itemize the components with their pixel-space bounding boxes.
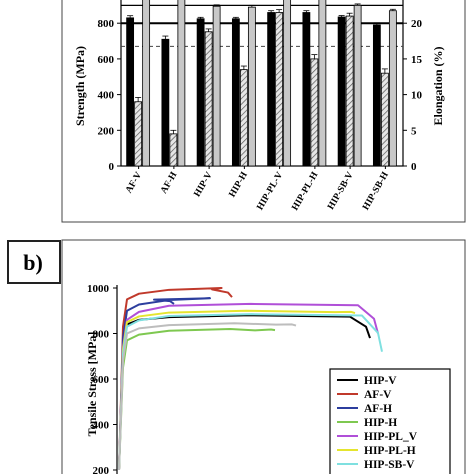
bar-HIP-SB-V-series-0 — [337, 16, 346, 167]
bar-HIP-PL-V-series-2 — [283, 0, 292, 167]
bar-HIP-H-series-2 — [247, 6, 256, 167]
bar-HIP-SB-H-series-1 — [380, 72, 389, 167]
ytick-label-800: 800 — [93, 329, 110, 341]
panel-b-plot-area: 200 400 600 800 1000 — [87, 283, 383, 474]
bar-HIP-PL-H-series-0 — [302, 12, 311, 167]
xtick-label-HIP-PL-V: HIP-PL-V — [255, 170, 285, 212]
panel-b-ylabel: Tensile Stress [MPa] — [85, 332, 99, 437]
bar-HIP-SB-H-series-2 — [388, 10, 397, 167]
panel-a-strength-elongation-chart: AF-V AF-H HIP-V HIP-H HIP-PL-V HIP-PL-H HIP-SB… — [61, 0, 466, 223]
curve-HIP-SB-H — [118, 322, 297, 471]
panel-b-legend: HIP-V AF-V AF-H HIP-H HIP-PL_V HIP-PL-H HIP-SB… — [329, 368, 451, 474]
bar-HIP-V-series-1 — [204, 31, 213, 167]
legend-label-HIP-SB-V: HIP-SB-V — [364, 459, 415, 471]
bar-AF-V-series-2 — [142, 0, 151, 167]
ytick-label-200: 200 — [98, 125, 115, 137]
bar-AF-V-series-0 — [126, 17, 135, 167]
curve-AF-H — [118, 297, 211, 471]
xtick-label-HIP-SB-V: HIP-SB-V — [326, 170, 356, 211]
bar-HIP-SB-H-series-0 — [372, 24, 381, 167]
panel-a-y2label: Elongation (%) — [431, 46, 445, 125]
ytick-label-400: 400 — [98, 90, 115, 102]
xtick-label-AF-V: AF-V — [124, 170, 144, 195]
legend-label-HIP-PL_V: HIP-PL_V — [364, 431, 418, 443]
panel-b-label-box: b) — [7, 240, 61, 284]
bar-HIP-PL-H-series-1 — [310, 58, 319, 167]
legend-label-AF-V: AF-V — [364, 389, 392, 401]
ytick-label-600: 600 — [98, 54, 115, 66]
bar-AF-V-series-1 — [134, 101, 143, 167]
bar-HIP-PL-V-series-0 — [267, 12, 276, 167]
xtick-label-HIP-H: HIP-H — [228, 170, 251, 199]
bar-HIP-V-series-0 — [196, 18, 205, 167]
curve-AF-V — [118, 287, 233, 471]
bar-AF-H-series-0 — [161, 38, 170, 167]
panel-a-frame — [61, 0, 466, 223]
xtick-label-AF-H: AF-H — [159, 170, 180, 196]
y2tick-label-5: 5 — [411, 125, 417, 137]
xtick-label-HIP-SB-H: HIP-SB-H — [361, 170, 391, 212]
curve-HIP-H — [118, 327, 276, 471]
ytick-label-1000: 1000 — [87, 283, 110, 295]
legend-label-AF-H: AF-H — [364, 403, 392, 415]
curve-HIP-PL-H — [118, 309, 356, 471]
ytick-label-800: 800 — [98, 18, 115, 30]
y2tick-label-0: 0 — [411, 161, 417, 173]
y2tick-label-15: 15 — [411, 54, 423, 66]
bar-HIP-SB-V-series-2 — [353, 4, 362, 167]
legend-label-HIP-PL-H: HIP-PL-H — [364, 445, 416, 457]
bar-HIP-PL-V-series-1 — [275, 12, 284, 167]
panel-b-label-border — [7, 240, 61, 284]
y2tick-label-10: 10 — [411, 90, 423, 102]
ytick-label-400: 400 — [93, 420, 110, 432]
panel-b-frame — [61, 239, 466, 474]
bar-AF-H-series-2 — [177, 0, 186, 167]
y2tick-label-20: 20 — [411, 18, 423, 30]
bar-HIP-V-series-2 — [212, 5, 221, 167]
panel-b-tensile-stress-chart: 200 400 600 800 1000 Tensile Stress [MPa] HI… — [61, 239, 466, 474]
ytick-label-200: 200 — [93, 465, 110, 474]
xtick-label-HIP-PL-H: HIP-PL-H — [290, 170, 320, 213]
bar-HIP-H-series-0 — [231, 18, 240, 167]
panel-a-ylabel: Strength (MPa) — [73, 46, 87, 126]
ytick-label-600: 600 — [93, 374, 110, 386]
bar-HIP-PL-H-series-2 — [318, 0, 327, 167]
legend-label-HIP-V: HIP-V — [364, 375, 397, 387]
bar-AF-H-series-1 — [169, 133, 178, 167]
legend-label-HIP-H: HIP-H — [364, 417, 397, 429]
panel-a-plot-area: AF-V AF-H HIP-V HIP-H HIP-PL-V HIP-PL-H HIP-SB… — [98, 0, 423, 213]
bar-HIP-SB-V-series-1 — [345, 15, 354, 167]
ytick-label-0: 0 — [109, 161, 115, 173]
xtick-label-HIP-V: HIP-V — [193, 170, 215, 198]
panel-b-label: b) — [23, 250, 43, 275]
bar-HIP-H-series-1 — [239, 69, 248, 167]
legend-box — [329, 368, 451, 474]
